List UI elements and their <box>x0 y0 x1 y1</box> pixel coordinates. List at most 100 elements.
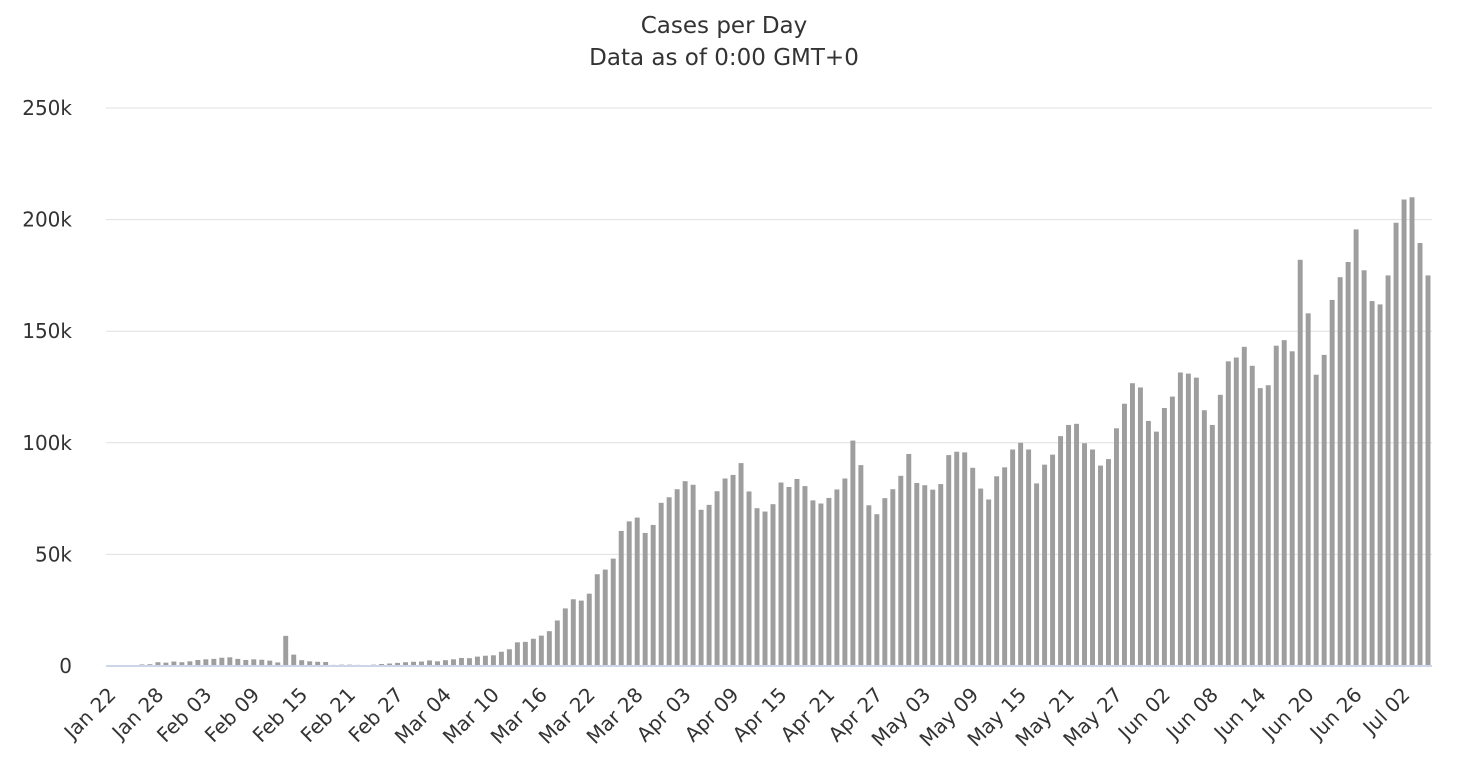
bar <box>1090 449 1095 666</box>
bar <box>770 504 776 666</box>
bar <box>1026 449 1032 666</box>
bar <box>1034 483 1040 666</box>
y-tick-label: 200k <box>22 208 72 232</box>
bar <box>195 659 201 666</box>
bar-series <box>107 197 1431 667</box>
bar <box>930 489 936 666</box>
bar <box>530 638 536 666</box>
bar <box>1121 403 1127 666</box>
bar <box>163 662 169 666</box>
bar <box>978 488 984 666</box>
bar <box>458 657 464 666</box>
y-tick-label: 150k <box>22 319 72 343</box>
bar <box>1002 467 1008 666</box>
bar <box>1385 275 1391 666</box>
bar <box>490 655 496 666</box>
bar <box>690 484 696 666</box>
bar <box>962 452 968 666</box>
bar <box>411 661 417 666</box>
y-tick-label: 50k <box>35 542 72 566</box>
bar <box>578 600 584 666</box>
bar <box>586 593 592 666</box>
bar <box>682 481 688 666</box>
bar <box>466 658 472 666</box>
bar <box>451 659 456 666</box>
bar <box>890 489 896 666</box>
bar <box>1209 424 1215 666</box>
x-tick-label: Jun 02 <box>1112 683 1175 746</box>
bar <box>898 475 904 666</box>
bar <box>291 654 297 666</box>
bar <box>1106 459 1111 666</box>
bar <box>307 661 313 666</box>
bar <box>1193 377 1199 666</box>
bar <box>1074 423 1080 666</box>
bar <box>1153 431 1159 666</box>
bar <box>275 662 281 666</box>
bar <box>323 661 329 666</box>
x-tick-label: Jun 26 <box>1304 683 1367 746</box>
bar <box>1337 277 1343 666</box>
bar <box>251 659 257 666</box>
bar <box>267 660 273 666</box>
bar <box>219 657 225 666</box>
bar <box>1417 243 1423 667</box>
bar <box>610 558 616 666</box>
bar <box>1409 197 1415 666</box>
bar <box>243 659 249 666</box>
bar <box>634 517 640 666</box>
bar <box>1169 396 1175 666</box>
bar <box>1161 407 1167 666</box>
bar <box>1177 372 1183 666</box>
bar <box>546 631 552 666</box>
bar <box>187 661 193 666</box>
bar <box>1401 199 1407 666</box>
bar <box>914 482 920 666</box>
bar <box>714 491 720 666</box>
bar <box>1249 365 1255 666</box>
y-tick-label: 250k <box>22 96 72 120</box>
bar <box>1082 443 1087 666</box>
x-tick-label: Jan 22 <box>58 683 121 746</box>
bar <box>762 511 768 666</box>
bar <box>906 453 912 666</box>
bar <box>738 463 744 666</box>
bar <box>618 530 624 666</box>
bar <box>1225 361 1231 666</box>
bar <box>1058 436 1064 666</box>
bar <box>1185 373 1191 666</box>
bar <box>722 478 728 666</box>
bar <box>786 486 792 666</box>
x-tick-label: Jul 02 <box>1357 683 1415 741</box>
bar <box>1377 304 1383 666</box>
bar <box>754 508 760 666</box>
bar <box>1114 428 1119 666</box>
bar <box>403 662 409 666</box>
bar <box>1353 229 1359 667</box>
bar <box>506 649 512 666</box>
bar <box>1145 420 1151 666</box>
bar <box>1201 410 1207 666</box>
bar <box>994 476 1000 666</box>
bar <box>1273 345 1279 666</box>
bar <box>650 524 656 666</box>
bar <box>387 663 393 666</box>
bar <box>171 661 177 666</box>
bar <box>299 660 305 666</box>
bar <box>794 478 800 666</box>
bar <box>379 663 385 666</box>
bar <box>570 599 576 666</box>
bar <box>850 440 856 666</box>
bar <box>778 482 784 666</box>
bar <box>986 499 992 666</box>
bar <box>882 498 888 666</box>
grid-lines <box>106 107 1432 555</box>
bar <box>1281 340 1287 666</box>
bar <box>1241 346 1247 666</box>
x-tick-label: Jun 08 <box>1160 683 1223 746</box>
bar <box>1042 464 1048 666</box>
bar <box>1050 454 1056 666</box>
bar <box>1305 313 1311 666</box>
bar <box>698 509 704 666</box>
